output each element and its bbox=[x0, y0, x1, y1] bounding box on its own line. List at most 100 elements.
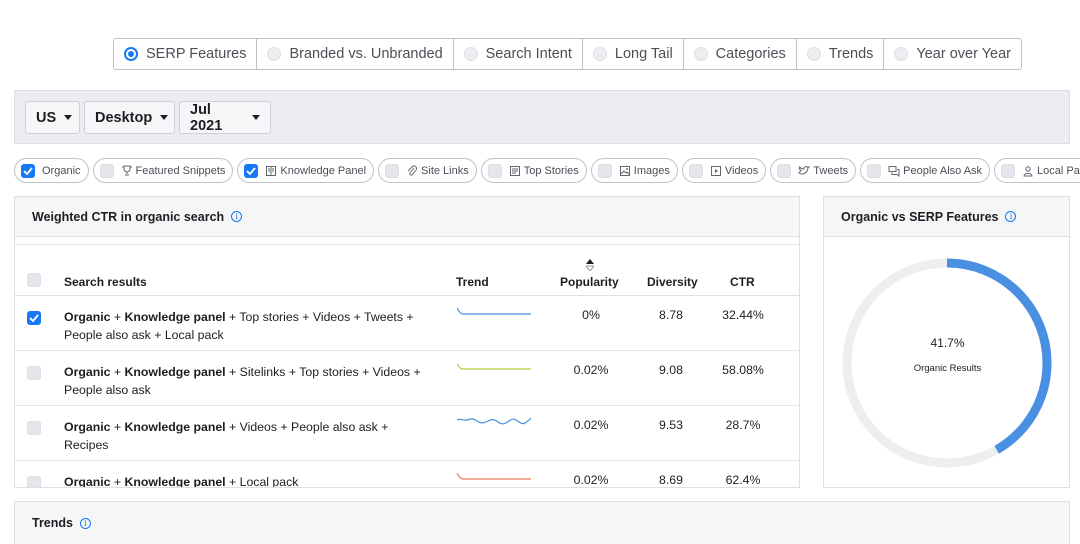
chip-top-stories[interactable]: Top Stories bbox=[480, 158, 587, 183]
chip-label: Featured Snippets bbox=[135, 164, 226, 177]
chip-images[interactable]: Images bbox=[590, 158, 678, 183]
search-result-combo: Organic + Knowledge panel + Sitelinks + … bbox=[64, 363, 434, 399]
checkbox[interactable] bbox=[487, 163, 502, 178]
chip-label: Images bbox=[633, 164, 670, 177]
chip-organic[interactable]: Organic bbox=[14, 158, 89, 183]
country-dropdown[interactable]: US bbox=[25, 101, 80, 134]
chevron-down-icon bbox=[64, 115, 73, 120]
search-result-combo: Organic + Knowledge panel + Videos + Peo… bbox=[64, 418, 434, 454]
chip-label: Organic bbox=[42, 164, 81, 177]
info-icon[interactable]: i bbox=[231, 211, 243, 222]
col-search-results[interactable]: Search results bbox=[64, 275, 147, 289]
plus-sep: + bbox=[110, 420, 125, 434]
chip-knowledge-panel[interactable]: Knowledge Panel bbox=[237, 158, 375, 183]
donut-arc-organic[interactable] bbox=[842, 258, 1052, 468]
cell-diversity: 9.08 bbox=[659, 363, 683, 377]
checkbox[interactable] bbox=[597, 163, 612, 178]
donut-value: 41.7% bbox=[930, 336, 965, 350]
tab-serp-features[interactable]: SERP Features bbox=[114, 39, 258, 69]
feature-knowledge-panel: Knowledge panel bbox=[124, 310, 226, 324]
feature-rest: + Videos + People also ask + Recipes bbox=[64, 420, 389, 452]
checkbox[interactable] bbox=[1001, 163, 1016, 178]
cell-diversity: 9.53 bbox=[659, 418, 683, 432]
chip-label: Local Pack bbox=[1037, 164, 1080, 177]
row-checkbox[interactable] bbox=[27, 421, 41, 435]
row-checkbox[interactable] bbox=[27, 366, 41, 380]
radio-icon[interactable] bbox=[806, 47, 821, 61]
radio-icon[interactable] bbox=[267, 47, 282, 61]
row-checkbox[interactable] bbox=[27, 476, 41, 487]
chip-tweets[interactable]: Tweets bbox=[770, 158, 857, 183]
sort-icon[interactable] bbox=[586, 259, 594, 271]
select-all-checkbox[interactable] bbox=[27, 273, 41, 287]
plus-sep: + bbox=[110, 310, 125, 324]
trophy-icon bbox=[121, 165, 132, 175]
checkbox[interactable] bbox=[777, 163, 792, 178]
trend-sparkline bbox=[457, 307, 531, 315]
checkbox[interactable] bbox=[688, 163, 703, 178]
checkbox[interactable] bbox=[867, 163, 882, 178]
checkbox[interactable] bbox=[385, 163, 400, 178]
table-body: Organic + Knowledge panel + Top stories … bbox=[15, 296, 799, 488]
tab-label: Search Intent bbox=[485, 46, 572, 62]
col-popularity[interactable]: Popularity bbox=[560, 275, 619, 289]
row-checkbox[interactable] bbox=[27, 311, 41, 325]
tab-label: Categories bbox=[715, 46, 786, 62]
tab-branded-vs-unbranded[interactable]: Branded vs. Unbranded bbox=[257, 39, 454, 69]
ctr-panel: Weighted CTR in organic search i Search … bbox=[14, 196, 800, 488]
chip-videos[interactable]: Videos bbox=[681, 158, 767, 183]
col-diversity[interactable]: Diversity bbox=[647, 275, 698, 289]
person-pin-icon bbox=[1023, 165, 1033, 176]
trends-panel-title: Trends bbox=[32, 516, 73, 530]
tab-label: Trends bbox=[828, 46, 874, 62]
device-dropdown[interactable]: Desktop bbox=[84, 101, 175, 134]
table-header: Search results Trend Popularity Diversit… bbox=[15, 244, 799, 296]
donut-panel: Organic vs SERP Features i 41.7% Organic… bbox=[823, 196, 1070, 488]
tab-categories[interactable]: Categories bbox=[684, 39, 797, 69]
trend-sparkline bbox=[457, 417, 531, 425]
donut-caption: Organic Results bbox=[913, 363, 982, 374]
radio-icon[interactable] bbox=[592, 47, 607, 61]
chevron-down-icon bbox=[252, 115, 260, 120]
tab-long-tail[interactable]: Long Tail bbox=[583, 39, 684, 69]
chip-label: Site Links bbox=[421, 164, 469, 177]
info-icon[interactable]: i bbox=[1005, 211, 1017, 222]
table-row[interactable]: Organic + Knowledge panel + Videos + Peo… bbox=[15, 406, 799, 461]
trends-panel-header: Trends i bbox=[15, 502, 1069, 544]
info-icon[interactable]: i bbox=[80, 517, 91, 529]
chip-label: Videos bbox=[724, 164, 759, 177]
chip-people-also-ask[interactable]: People Also Ask bbox=[860, 158, 991, 183]
radio-icon[interactable] bbox=[693, 47, 708, 61]
tab-search-intent[interactable]: Search Intent bbox=[454, 39, 583, 69]
checkbox[interactable] bbox=[99, 163, 114, 178]
radio-icon[interactable] bbox=[463, 47, 478, 61]
search-result-combo: Organic + Knowledge panel + Top stories … bbox=[64, 308, 434, 344]
feature-organic: Organic bbox=[64, 310, 111, 324]
col-trend[interactable]: Trend bbox=[456, 275, 489, 289]
cell-ctr: 28.7% bbox=[725, 418, 761, 432]
table-row[interactable]: Organic + Knowledge panel + Local pack 0.… bbox=[15, 461, 799, 488]
tab-trends[interactable]: Trends bbox=[797, 39, 885, 69]
plus-sep: + bbox=[110, 475, 125, 488]
device-value: Desktop bbox=[95, 109, 153, 126]
chip-featured-snippets[interactable]: Featured Snippets bbox=[92, 158, 234, 183]
chat-icon bbox=[888, 165, 900, 177]
chip-site-links[interactable]: Site Links bbox=[378, 158, 477, 183]
col-ctr[interactable]: CTR bbox=[730, 275, 755, 289]
chip-local-pack[interactable]: Local Pack bbox=[994, 158, 1080, 183]
month-dropdown[interactable]: Jul 2021 bbox=[179, 101, 271, 134]
checkbox[interactable] bbox=[244, 163, 259, 178]
twitter-icon bbox=[798, 165, 811, 174]
feature-knowledge-panel: Knowledge panel bbox=[124, 420, 226, 434]
checkbox[interactable] bbox=[21, 163, 35, 178]
table-row[interactable]: Organic + Knowledge panel + Top stories … bbox=[15, 296, 799, 351]
tab-year-over-year[interactable]: Year over Year bbox=[884, 39, 1021, 69]
cell-popularity: 0.02% bbox=[573, 363, 609, 377]
radio-icon[interactable] bbox=[124, 47, 138, 61]
table-row[interactable]: Organic + Knowledge panel + Sitelinks + … bbox=[15, 351, 799, 406]
cell-ctr: 32.44% bbox=[722, 308, 764, 322]
donut-panel-title: Organic vs SERP Features bbox=[841, 209, 999, 224]
chevron-down-icon bbox=[160, 115, 169, 120]
radio-icon[interactable] bbox=[894, 47, 909, 61]
newspaper-icon bbox=[509, 165, 520, 176]
